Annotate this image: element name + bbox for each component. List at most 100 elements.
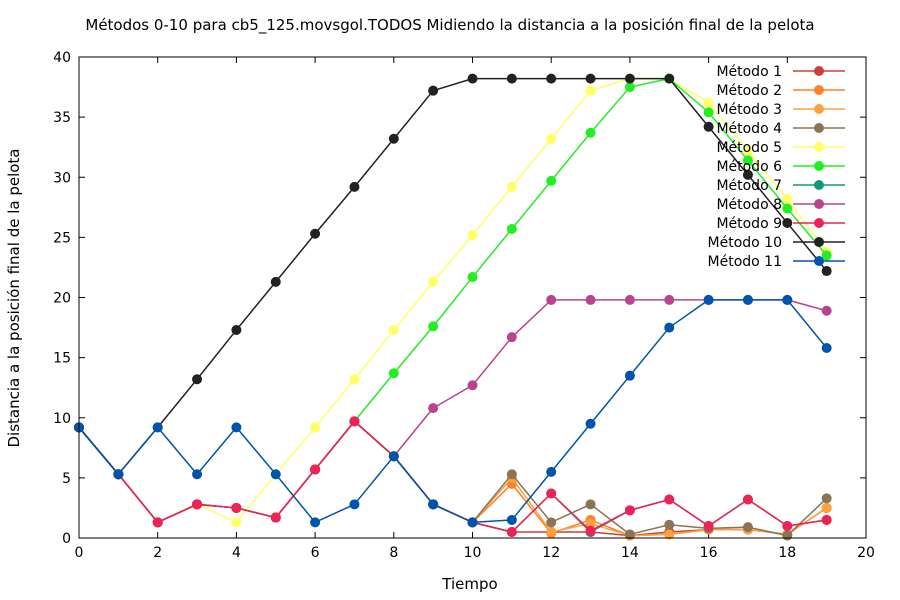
data-point bbox=[742, 294, 753, 305]
data-point bbox=[388, 324, 399, 335]
data-point bbox=[821, 305, 832, 316]
data-point bbox=[703, 121, 714, 132]
data-point bbox=[270, 276, 281, 287]
data-point bbox=[506, 332, 517, 343]
data-point bbox=[310, 464, 321, 475]
data-point bbox=[546, 466, 557, 477]
legend-label: Método 2 bbox=[716, 83, 782, 99]
data-point bbox=[782, 530, 793, 541]
data-point bbox=[388, 133, 399, 144]
data-point bbox=[428, 321, 439, 332]
data-point bbox=[428, 276, 439, 287]
data-point bbox=[742, 522, 753, 533]
data-point bbox=[428, 499, 439, 510]
data-point bbox=[782, 203, 793, 214]
data-point bbox=[703, 294, 714, 305]
data-point bbox=[546, 175, 557, 186]
data-point bbox=[310, 422, 321, 433]
data-point bbox=[152, 422, 163, 433]
y-tick-label: 0 bbox=[62, 531, 71, 547]
data-point bbox=[664, 519, 675, 530]
data-point bbox=[231, 502, 242, 513]
legend-marker bbox=[814, 85, 824, 95]
data-point bbox=[467, 229, 478, 240]
data-point bbox=[506, 223, 517, 234]
legend-marker bbox=[814, 104, 824, 114]
series-line bbox=[78, 420, 828, 537]
data-point bbox=[349, 181, 360, 192]
data-point bbox=[546, 517, 557, 528]
legend-label: Método 4 bbox=[716, 121, 782, 137]
data-point bbox=[742, 494, 753, 505]
data-point bbox=[664, 73, 675, 84]
data-point bbox=[703, 520, 714, 531]
data-point bbox=[546, 294, 557, 305]
data-point bbox=[467, 73, 478, 84]
data-point bbox=[467, 380, 478, 391]
series-line bbox=[78, 77, 828, 476]
y-tick-label: 5 bbox=[62, 471, 71, 487]
data-point bbox=[349, 499, 360, 510]
data-point bbox=[624, 73, 635, 84]
data-point bbox=[664, 494, 675, 505]
data-point bbox=[585, 73, 596, 84]
series-line bbox=[78, 420, 828, 537]
data-point bbox=[624, 370, 635, 381]
data-point bbox=[585, 499, 596, 510]
data-point bbox=[821, 343, 832, 354]
data-point bbox=[664, 322, 675, 333]
data-point bbox=[506, 181, 517, 192]
data-point bbox=[546, 488, 557, 499]
x-tick-label: 6 bbox=[311, 545, 320, 561]
x-tick-label: 18 bbox=[778, 545, 796, 561]
data-point bbox=[742, 169, 753, 180]
series-line bbox=[78, 77, 828, 524]
data-point bbox=[506, 526, 517, 537]
data-point bbox=[467, 272, 478, 283]
legend-label: Método 9 bbox=[716, 216, 782, 232]
data-point bbox=[703, 97, 714, 108]
x-tick-label: 20 bbox=[857, 545, 875, 561]
data-point bbox=[231, 324, 242, 335]
y-axis-label: Distancia a la posición final de la pelo… bbox=[5, 148, 23, 448]
series-line bbox=[78, 299, 827, 524]
data-point bbox=[821, 250, 832, 261]
series-line bbox=[78, 299, 828, 524]
series-line bbox=[78, 420, 828, 537]
legend-label: Método 10 bbox=[708, 235, 782, 251]
x-tick-label: 14 bbox=[621, 545, 639, 561]
data-point bbox=[428, 403, 439, 414]
x-tick-label: 8 bbox=[389, 545, 398, 561]
data-point bbox=[624, 505, 635, 516]
x-tick-label: 0 bbox=[75, 545, 84, 561]
data-point bbox=[506, 469, 517, 480]
data-point bbox=[585, 525, 596, 536]
data-point bbox=[388, 368, 399, 379]
data-point bbox=[270, 512, 281, 523]
data-point bbox=[192, 374, 203, 385]
data-point bbox=[310, 517, 321, 528]
legend-marker bbox=[814, 180, 824, 190]
data-point bbox=[821, 514, 832, 525]
data-point bbox=[742, 145, 753, 156]
legend-marker bbox=[814, 256, 824, 266]
plot-border bbox=[78, 56, 867, 539]
data-point bbox=[782, 193, 793, 204]
data-point bbox=[585, 294, 596, 305]
data-point bbox=[231, 517, 242, 528]
data-point bbox=[703, 107, 714, 118]
data-point bbox=[624, 82, 635, 93]
data-point bbox=[192, 469, 203, 480]
data-point bbox=[506, 514, 517, 525]
y-tick-label: 35 bbox=[53, 110, 71, 126]
y-tick-label: 20 bbox=[53, 291, 71, 307]
data-point bbox=[742, 155, 753, 166]
series-line bbox=[78, 420, 828, 537]
data-point bbox=[546, 526, 557, 537]
legend-marker bbox=[814, 142, 824, 152]
legend-label: Método 1 bbox=[716, 64, 782, 80]
y-tick-label: 15 bbox=[53, 351, 71, 367]
y-tick-label: 40 bbox=[53, 50, 71, 66]
legend-marker bbox=[814, 237, 824, 247]
